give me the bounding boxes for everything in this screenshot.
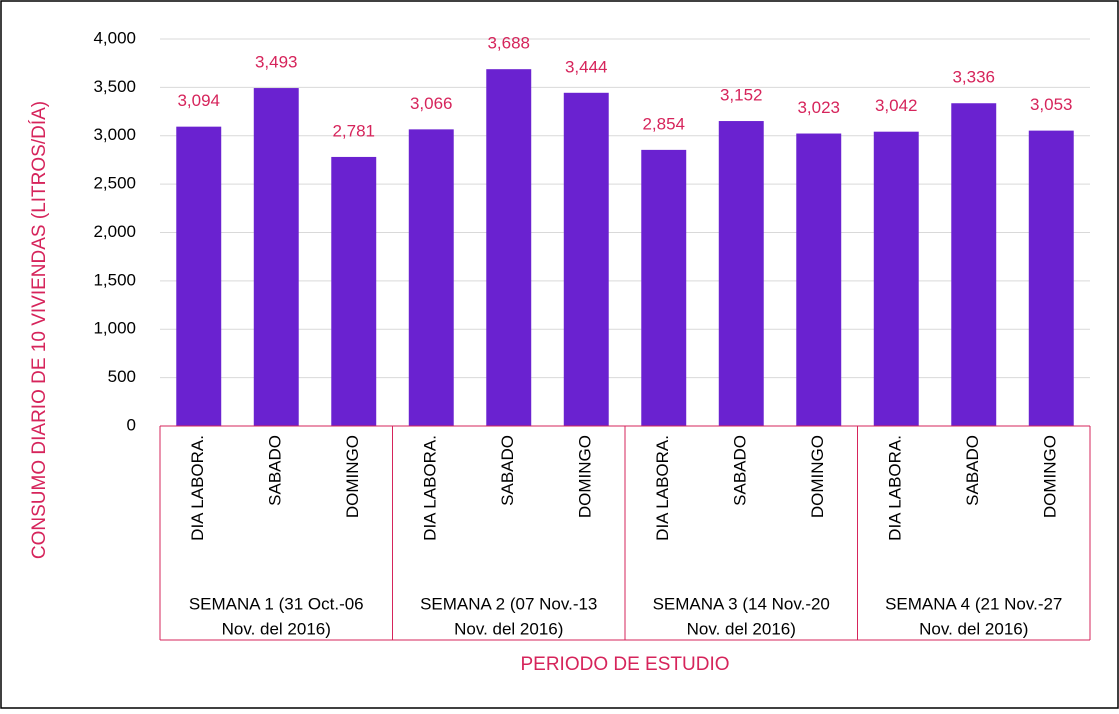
group-label: SEMANA 3 (14 Nov.-20 — [653, 594, 830, 613]
data-label: 2,781 — [332, 121, 375, 140]
group-label: SEMANA 1 (31 Oct.-06 — [189, 594, 364, 613]
x-tick-label: DOMINGO — [808, 435, 827, 518]
x-tick-label: DIA LABORA. — [886, 435, 905, 541]
x-tick-label: SABADO — [498, 435, 517, 506]
x-tick-label: DIA LABORA. — [653, 435, 672, 541]
data-label: 3,023 — [797, 98, 840, 117]
y-tick-label: 1,000 — [93, 319, 136, 338]
group-label: Nov. del 2016) — [454, 619, 563, 638]
data-label: 3,053 — [1030, 95, 1073, 114]
bar — [718, 121, 764, 426]
bar — [1028, 130, 1074, 426]
x-tick-label: SABADO — [731, 435, 750, 506]
bar — [951, 103, 997, 426]
bar — [563, 92, 609, 426]
bar — [486, 69, 532, 426]
bar — [253, 88, 299, 427]
bar — [641, 149, 687, 427]
y-tick-label: 3,500 — [93, 77, 136, 96]
x-tick-label: DOMINGO — [343, 435, 362, 518]
data-label: 3,444 — [565, 57, 608, 76]
bar — [873, 131, 919, 426]
group-label: Nov. del 2016) — [222, 619, 331, 638]
x-tick-label: DIA LABORA. — [421, 435, 440, 541]
data-label: 3,042 — [875, 96, 918, 115]
data-label: 3,152 — [720, 86, 763, 105]
y-tick-label: 3,000 — [93, 125, 136, 144]
bar — [176, 126, 222, 426]
bar — [408, 129, 454, 426]
y-tick-label: 0 — [127, 415, 136, 434]
x-tick-label: SABADO — [266, 435, 285, 506]
data-label: 3,094 — [177, 91, 220, 110]
group-label: SEMANA 2 (07 Nov.-13 — [420, 594, 597, 613]
x-tick-label: DOMINGO — [1041, 435, 1060, 518]
y-tick-label: 2,000 — [93, 222, 136, 241]
y-tick-label: 2,500 — [93, 174, 136, 193]
bar — [796, 133, 842, 426]
group-label: Nov. del 2016) — [687, 619, 796, 638]
data-label: 2,854 — [642, 114, 685, 133]
group-label: Nov. del 2016) — [919, 619, 1028, 638]
data-label: 3,336 — [952, 68, 995, 87]
y-axis-title: CONSUMO DIARIO DE 10 VIVIENDAS (LITROS/D… — [29, 101, 50, 559]
y-tick-label: 500 — [108, 367, 136, 386]
x-tick-label: DIA LABORA. — [188, 435, 207, 541]
group-label: SEMANA 4 (21 Nov.-27 — [885, 594, 1062, 613]
y-tick-label: 4,000 — [93, 28, 136, 47]
data-label: 3,493 — [255, 53, 298, 72]
data-label: 3,688 — [487, 34, 530, 53]
x-axis-title: PERIODO DE ESTUDIO — [520, 654, 729, 675]
data-label: 3,066 — [410, 94, 453, 113]
bar — [331, 156, 377, 427]
x-tick-label: DOMINGO — [576, 435, 595, 518]
y-tick-label: 1,500 — [93, 270, 136, 289]
x-tick-label: SABADO — [963, 435, 982, 506]
